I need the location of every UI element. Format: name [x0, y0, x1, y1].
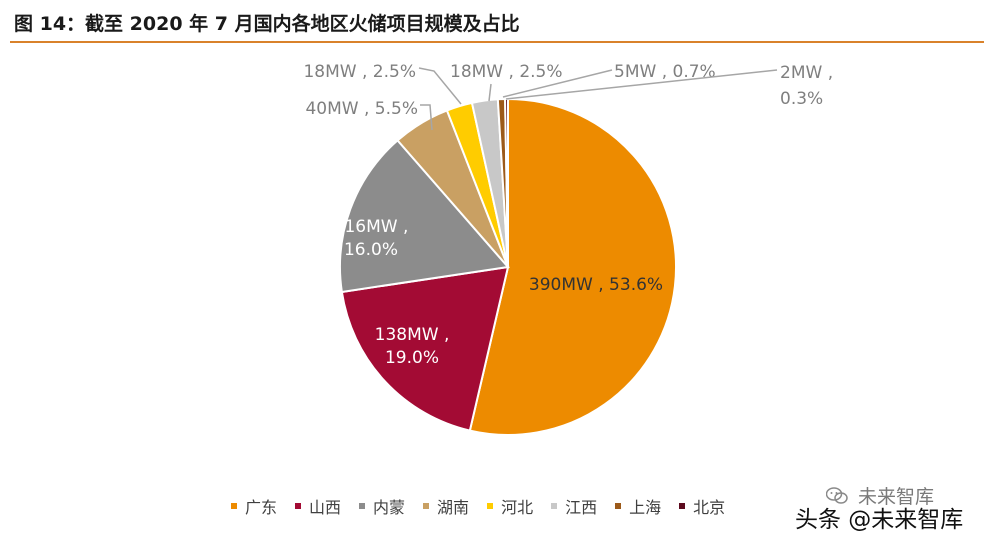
data-label-4: 18MW , 2.5%	[303, 62, 416, 82]
legend-item-6: 上海	[615, 494, 661, 518]
pie-slice-2	[339, 138, 510, 294]
leader-line-5	[488, 83, 492, 102]
legend-swatch-0	[231, 503, 237, 509]
wechat-icon	[825, 486, 848, 505]
legend-label-6: 上海	[629, 498, 662, 517]
data-label-5: 18MW , 2.5%	[450, 62, 563, 82]
chart-legend: 广东 山西 内蒙 湖南 河北 江西 上海 北京	[231, 494, 743, 518]
leader-line-6	[502, 69, 613, 98]
chart-title: 图 14：截至 2020 年 7 月国内各地区火储项目规模及占比	[14, 13, 520, 35]
legend-item-4: 河北	[487, 494, 533, 518]
legend-label-0: 广东	[245, 498, 278, 517]
legend-item-0: 广东	[231, 494, 277, 518]
legend-swatch-1	[295, 503, 302, 509]
legend-item-3: 湖南	[423, 494, 469, 518]
legend-item-2: 内蒙	[359, 494, 405, 518]
legend-swatch-2	[359, 503, 366, 509]
data-label-1: 138MW , 19.0%	[375, 325, 450, 368]
title-divider	[10, 41, 984, 43]
watermark-platform: 头条 @未来智库	[795, 507, 964, 533]
legend-label-1: 山西	[309, 498, 342, 517]
leader-line-7	[505, 69, 778, 100]
pie-slice-0	[468, 97, 677, 436]
watermark-account: 未来智库	[825, 482, 935, 509]
legend-item-1: 山西	[295, 494, 341, 518]
legend-label-7: 北京	[693, 498, 726, 517]
legend-item-5: 江西	[551, 494, 597, 518]
watermark-account-name: 未来智库	[858, 486, 935, 508]
data-label-7: 2MW , 0.3%	[780, 63, 833, 109]
data-label-3: 40MW , 5.5%	[305, 99, 418, 119]
legend-label-3: 湖南	[437, 498, 470, 517]
legend-label-5: 江西	[565, 498, 598, 517]
leader-line-3	[420, 104, 433, 131]
data-label-2: 116MW , 16.0%	[334, 217, 409, 260]
legend-item-7: 北京	[679, 494, 725, 518]
legend-swatch-7	[679, 503, 686, 509]
legend-swatch-4	[487, 503, 494, 509]
legend-swatch-5	[551, 503, 558, 509]
leader-line-4	[418, 67, 462, 105]
pie-slice-1	[340, 265, 510, 432]
legend-label-4: 河北	[501, 498, 534, 517]
legend-label-2: 内蒙	[373, 498, 406, 517]
data-label-0: 390MW , 53.6%	[529, 275, 663, 295]
data-label-6: 5MW , 0.7%	[614, 62, 716, 82]
legend-swatch-3	[423, 503, 430, 509]
legend-swatch-6	[615, 503, 622, 509]
